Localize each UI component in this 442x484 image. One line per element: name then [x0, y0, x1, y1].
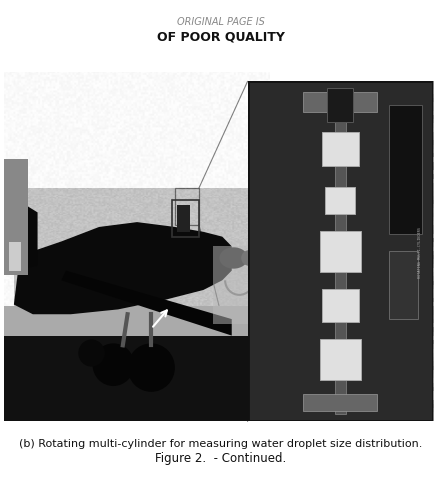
Bar [177, 205, 190, 232]
Polygon shape [61, 271, 232, 336]
Bar [328, 89, 353, 123]
Text: ROTATING MULTI-CYLINDERS: ROTATING MULTI-CYLINDERS [418, 226, 422, 277]
Bar [325, 187, 355, 214]
Text: Figure 2.  - Continued.: Figure 2. - Continued. [156, 451, 286, 464]
Bar [322, 133, 359, 167]
Bar [335, 89, 346, 414]
Bar [9, 242, 20, 271]
Bar [389, 106, 422, 235]
Circle shape [78, 340, 105, 367]
Bar [4, 334, 270, 421]
Bar [320, 340, 361, 380]
Text: OF POOR QUALITY: OF POOR QUALITY [157, 30, 285, 43]
Polygon shape [14, 198, 38, 271]
Bar [320, 231, 361, 272]
Bar [213, 247, 270, 324]
Ellipse shape [219, 248, 248, 269]
Bar [303, 92, 377, 113]
Bar [4, 160, 28, 276]
Circle shape [128, 344, 175, 392]
Text: ORIGINAL PAGE IS: ORIGINAL PAGE IS [177, 17, 265, 27]
Bar [4, 307, 270, 336]
Text: (b) Rotating multi-cylinder for measuring water droplet size distribution.: (b) Rotating multi-cylinder for measurin… [19, 438, 423, 448]
Bar [175, 189, 199, 225]
Circle shape [241, 251, 256, 266]
Circle shape [92, 344, 134, 386]
Polygon shape [14, 223, 232, 315]
Bar [389, 252, 418, 319]
Bar [322, 289, 359, 323]
Bar [303, 394, 377, 411]
Bar [172, 200, 198, 237]
